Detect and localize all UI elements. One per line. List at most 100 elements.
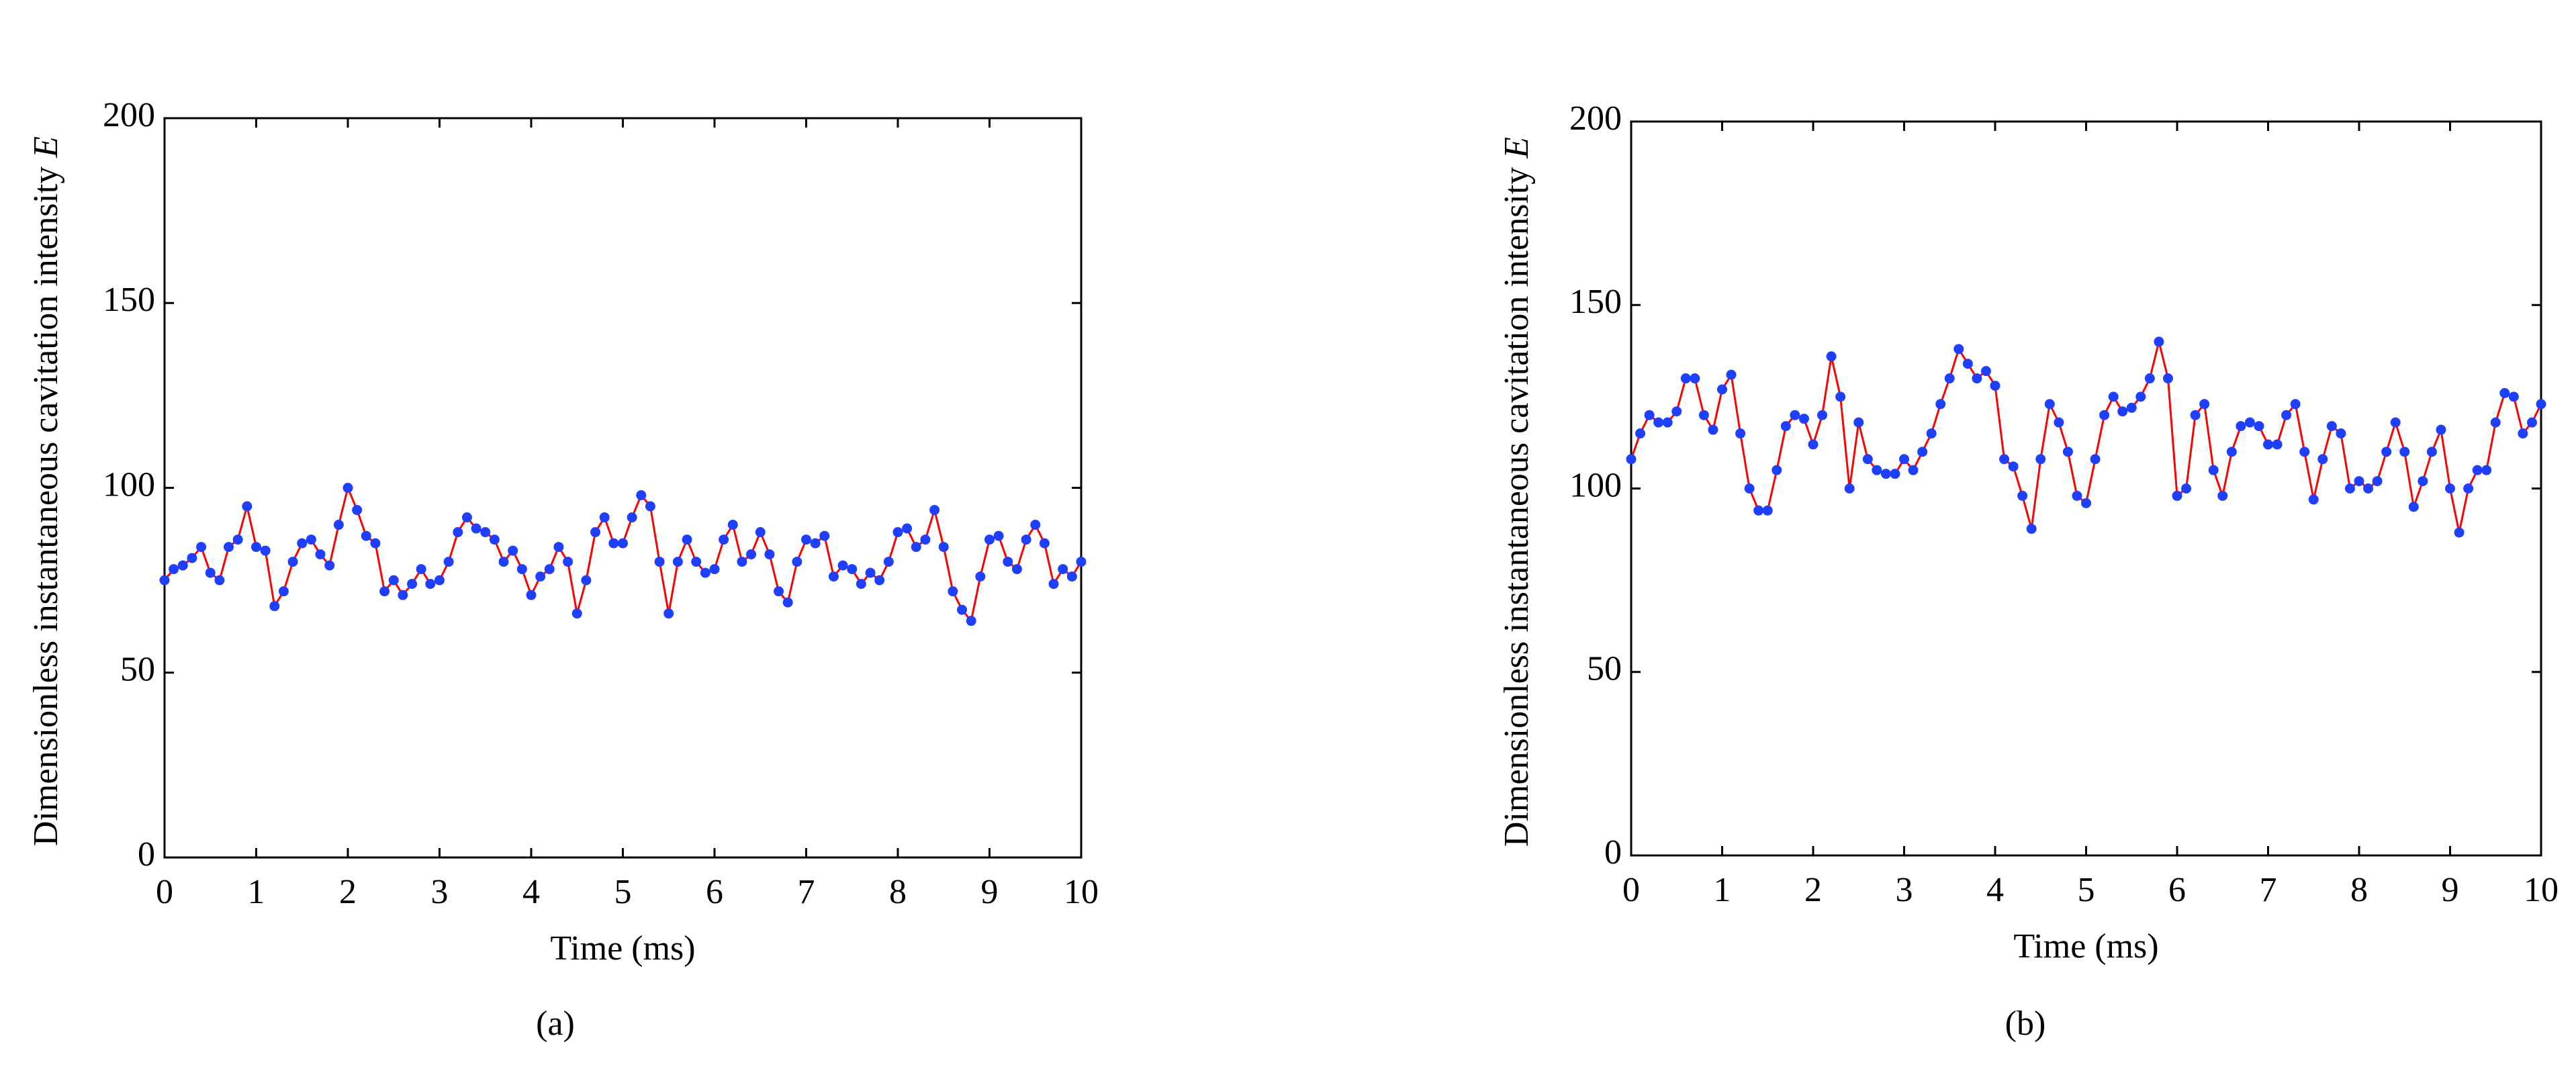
x-axis-label: Time (ms) [2013, 927, 2158, 966]
data-point [1717, 384, 1727, 395]
data-point [260, 545, 271, 556]
x-tick-label: 9 [981, 873, 999, 911]
data-point [2518, 428, 2528, 439]
data-point [1662, 417, 1673, 428]
data-point [1735, 428, 1746, 439]
data-point [1003, 557, 1013, 567]
y-tick-label: 0 [138, 835, 155, 874]
data-point [407, 579, 418, 590]
plot-frame [1630, 120, 2542, 857]
data-point [287, 557, 298, 567]
data-point [453, 527, 463, 538]
data-point [2272, 439, 2283, 450]
data-point [957, 604, 968, 615]
data-point [398, 590, 408, 600]
data-point [471, 523, 481, 534]
data-point [2263, 439, 2273, 450]
x-tick-label: 4 [522, 873, 540, 911]
data-point [1708, 424, 1718, 435]
data-point [2290, 399, 2301, 410]
data-point [1899, 454, 1909, 465]
data-point [682, 534, 692, 545]
data-point [764, 549, 775, 560]
data-point [2436, 424, 2446, 435]
data-point [837, 560, 848, 571]
data-point [461, 512, 472, 523]
data-point [1808, 439, 1819, 450]
data-point [1990, 380, 2000, 391]
data-point [2508, 391, 2519, 402]
data-point [1076, 557, 1087, 567]
data-point [929, 505, 940, 516]
data-point [2490, 417, 2501, 428]
data-point [169, 564, 179, 575]
panel-label: (a) [536, 1005, 575, 1043]
data-point [627, 512, 637, 523]
data-point [755, 527, 766, 538]
data-point [516, 564, 527, 575]
data-point [865, 567, 876, 578]
data-point [2326, 421, 2337, 432]
data-point [2035, 454, 2046, 465]
y-axis-label-text: Dimensionless instantaneous cavitation i… [27, 167, 65, 846]
data-point [2226, 447, 2237, 457]
data-point [2463, 483, 2474, 494]
data-point [2135, 391, 2146, 402]
x-tick-label: 1 [248, 873, 265, 911]
y-tick-label: 150 [103, 281, 155, 319]
data-point [508, 545, 518, 556]
data-point [2381, 447, 2392, 457]
data-point [224, 542, 234, 553]
data-point [443, 557, 454, 567]
data-point [2299, 447, 2310, 457]
data-point [1690, 373, 1700, 384]
data-point [1790, 410, 1800, 420]
data-point [2144, 373, 2155, 384]
data-point [774, 586, 784, 597]
data-point [2126, 402, 2137, 413]
data-point [1635, 428, 1646, 439]
data-point [1726, 369, 1737, 380]
data-point [2354, 476, 2364, 487]
y-tick-label: 50 [120, 651, 155, 689]
data-point [938, 542, 949, 553]
data-point [883, 557, 894, 567]
data-point [691, 557, 702, 567]
data-point [719, 534, 729, 545]
data-point [2536, 399, 2546, 410]
data-point [1030, 520, 1041, 530]
data-point [1817, 410, 1828, 420]
data-point [581, 575, 592, 586]
data-point [1908, 465, 1919, 475]
data-point [379, 586, 390, 597]
data-point [2208, 465, 2219, 475]
data-point [810, 538, 821, 549]
data-point [1066, 571, 1077, 582]
data-point [1011, 564, 1022, 575]
data-point [2408, 502, 2419, 512]
data-point [2472, 465, 2483, 475]
data-point [709, 564, 720, 575]
data-point [599, 512, 610, 523]
data-point [1762, 505, 1773, 516]
data-point [535, 571, 546, 582]
chart-panel: 0 50 100 150 200 0 1 2 3 4 5 6 7 8 9 10 Time (ms) Dimensi… [27, 96, 1099, 1043]
data-point [388, 575, 399, 586]
data-point [700, 567, 710, 578]
data-point [1780, 421, 1791, 432]
data-point [782, 597, 793, 608]
data-point [590, 527, 601, 538]
data-point [2390, 417, 2401, 428]
data-point [892, 527, 903, 538]
data-point [663, 608, 674, 619]
data-point [2336, 428, 2346, 439]
data-point [2117, 406, 2128, 417]
data-point [1744, 483, 1755, 494]
data-point [425, 579, 436, 590]
x-tick-label: 3 [1896, 871, 1913, 909]
data-point [2181, 483, 2192, 494]
data-point [1680, 373, 1691, 384]
data-point [205, 567, 216, 578]
data-point [1626, 454, 1637, 465]
